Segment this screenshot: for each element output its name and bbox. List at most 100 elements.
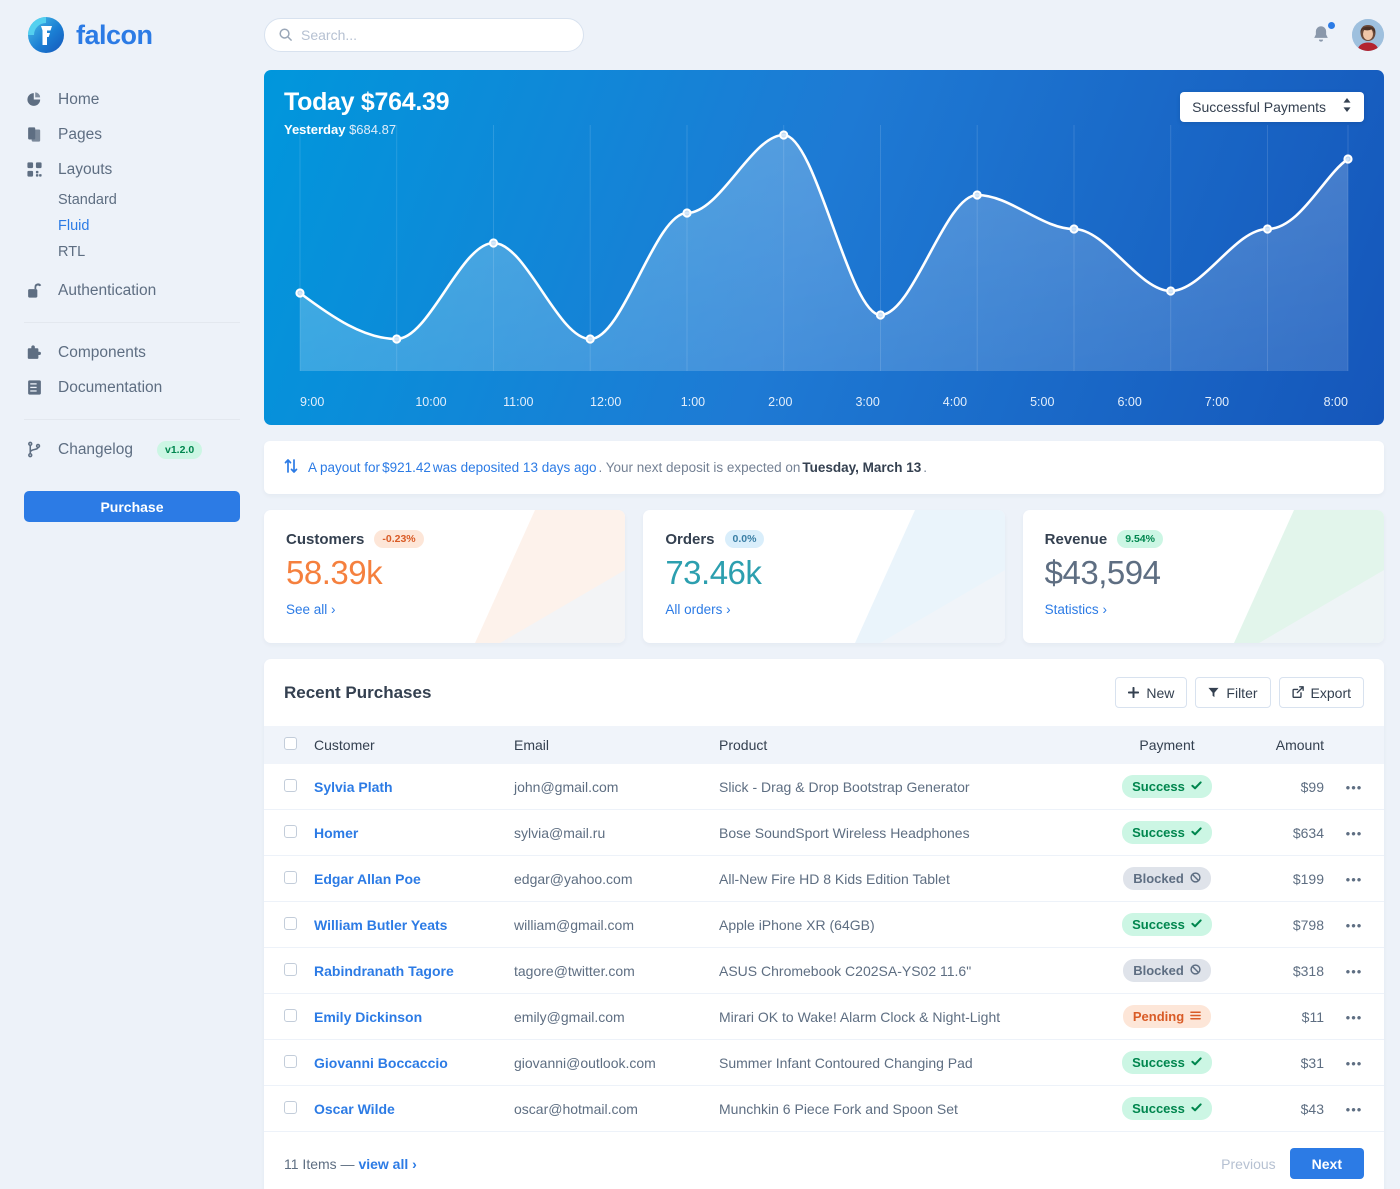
payout-text-2: was deposited 13 days ago (432, 460, 597, 475)
table-row[interactable]: Emily Dickinson emily@gmail.com Mirari OK … (264, 993, 1384, 1040)
payments-filter-select[interactable]: Successful Payments (1180, 92, 1364, 122)
topbar (264, 0, 1384, 70)
row-checkbox[interactable] (284, 1008, 297, 1022)
customer-link[interactable]: Edgar Allan Poe (314, 870, 421, 887)
sidebar-item-components[interactable]: Components (24, 335, 240, 370)
row-menu-icon[interactable]: ••• (1345, 871, 1363, 887)
table-row[interactable]: Rabindranath Tagore tagore@twitter.com ASU… (264, 947, 1384, 994)
table-head: Customer Email Product Payment Amount (264, 726, 1384, 764)
item-count-value: 11 Items (284, 1155, 337, 1172)
cell-actions: ••• (1332, 855, 1384, 902)
customer-link[interactable]: Rabindranath Tagore (314, 962, 454, 979)
table-header-row: Customer Email Product Payment Amount (264, 726, 1384, 764)
status-label: Success (1132, 1101, 1185, 1116)
previous-button[interactable]: Previous (1207, 1156, 1289, 1172)
cell-actions: ••• (1332, 764, 1384, 810)
filter-button[interactable]: Filter (1195, 677, 1271, 708)
brand[interactable]: falcon (24, 0, 240, 70)
cell-email: edgar@yahoo.com (506, 855, 711, 902)
row-menu-icon[interactable]: ••• (1345, 1009, 1363, 1025)
row-menu-icon[interactable]: ••• (1345, 1101, 1363, 1117)
cell-actions: ••• (1332, 1085, 1384, 1132)
customer-link[interactable]: Homer (314, 824, 359, 841)
falcon-logo-icon (26, 15, 66, 55)
table-row[interactable]: Giovanni Boccaccio giovanni@outlook.com Su… (264, 1039, 1384, 1086)
stat-link-statistics[interactable]: Statistics › (1045, 602, 1362, 617)
table-row[interactable]: Oscar Wilde oscar@hotmail.com Munchkin 6 P… (264, 1085, 1384, 1132)
column-header-customer[interactable]: Customer (314, 737, 375, 753)
column-header-amount[interactable]: Amount (1275, 737, 1324, 753)
search-input[interactable] (264, 18, 584, 52)
customer-link[interactable]: Giovanni Boccaccio (314, 1054, 448, 1071)
chevron-right-icon: › (1102, 602, 1107, 617)
customer-link[interactable]: Sylvia Plath (314, 778, 393, 795)
sidebar-item-layouts[interactable]: Layouts (24, 152, 240, 187)
next-button[interactable]: Next (1289, 1148, 1364, 1179)
row-menu-icon[interactable]: ••• (1345, 825, 1363, 841)
customer-link[interactable]: William Butler Yeats (314, 916, 448, 933)
new-button-label: New (1146, 684, 1175, 701)
row-checkbox[interactable] (284, 824, 297, 838)
status-badge: Pending (1122, 1005, 1212, 1028)
stat-link-all-orders[interactable]: All orders › (665, 602, 982, 617)
chart-yesterday: Yesterday $684.87 (284, 122, 449, 137)
sidebar-subitem-standard[interactable]: Standard (58, 192, 117, 208)
cell-product: ASUS Chromebook C202SA-YS02 11.6" (711, 947, 1092, 994)
x-tick: 4:00 (942, 395, 968, 409)
row-checkbox[interactable] (284, 778, 297, 792)
row-menu-icon[interactable]: ••• (1345, 917, 1363, 933)
table-body: Sylvia Plath john@gmail.com Slick - Drag &… (264, 764, 1384, 1132)
table-row[interactable]: Homer sylvia@mail.ru Bose SoundSport Wirel… (264, 809, 1384, 856)
export-button[interactable]: Export (1278, 677, 1364, 708)
new-button[interactable]: New (1115, 677, 1188, 708)
stat-header: Customers -0.23% (286, 530, 603, 548)
sidebar-item-pages[interactable]: Pages (24, 117, 240, 152)
chart-x-axis: 9:00 10:00 11:00 12:00 1:00 2:00 3:00 4:… (264, 395, 1384, 411)
table-header: Recent Purchases New (264, 659, 1384, 726)
notification-dot (1326, 20, 1337, 31)
git-branch-icon (24, 440, 44, 460)
column-header-email[interactable]: Email (514, 737, 550, 753)
status-badge: Success (1122, 775, 1212, 798)
row-checkbox[interactable] (284, 916, 297, 930)
sidebar-item-documentation[interactable]: Documentation (24, 370, 240, 405)
status-badge: Success (1122, 1051, 1212, 1074)
sidebar-item-authentication[interactable]: Authentication (24, 273, 240, 308)
table-row[interactable]: Sylvia Plath john@gmail.com Slick - Drag &… (264, 764, 1384, 810)
row-select-cell (264, 855, 306, 902)
row-checkbox[interactable] (284, 870, 297, 884)
payout-text-4: . (923, 460, 927, 475)
purchase-button[interactable]: Purchase (24, 491, 240, 522)
column-header-payment[interactable]: Payment (1139, 737, 1195, 753)
stat-value: 58.39k (286, 554, 383, 591)
row-checkbox[interactable] (284, 962, 297, 976)
row-menu-icon[interactable]: ••• (1345, 1055, 1363, 1071)
cell-email: oscar@hotmail.com (506, 1085, 711, 1132)
table-row[interactable]: Edgar Allan Poe edgar@yahoo.com All-New Fi… (264, 855, 1384, 902)
cell-actions: ••• (1332, 947, 1384, 994)
notification-bell-button[interactable] (1310, 20, 1337, 50)
customer-link[interactable]: Emily Dickinson (314, 1008, 423, 1025)
stat-link-see-all[interactable]: See all › (286, 602, 603, 617)
sidebar-item-home[interactable]: Home (24, 82, 240, 117)
column-header-product[interactable]: Product (719, 737, 768, 753)
sidebar-subitem-fluid[interactable]: Fluid (58, 218, 90, 234)
sidebar-item-changelog[interactable]: Changelog v1.2.0 (24, 432, 240, 467)
cell-payment: Blocked (1092, 855, 1242, 902)
select-all-checkbox[interactable] (284, 737, 297, 750)
cell-customer: Edgar Allan Poe (306, 855, 506, 902)
row-checkbox[interactable] (284, 1100, 297, 1114)
view-all-link[interactable]: view all (358, 1155, 409, 1172)
sidebar-subitem-rtl[interactable]: RTL (58, 244, 86, 260)
customer-link[interactable]: Oscar Wilde (314, 1100, 395, 1117)
row-menu-icon[interactable]: ••• (1345, 963, 1363, 979)
cell-payment: Blocked (1092, 947, 1242, 994)
copy-pages-icon (24, 125, 44, 145)
row-checkbox[interactable] (284, 1054, 297, 1068)
changelog-version-badge: v1.2.0 (156, 440, 203, 459)
user-avatar[interactable] (1352, 19, 1384, 51)
row-menu-icon[interactable]: ••• (1345, 779, 1363, 795)
table-row[interactable]: William Butler Yeats william@gmail.com App… (264, 901, 1384, 948)
payments-filter-value: Successful Payments (1192, 99, 1326, 115)
